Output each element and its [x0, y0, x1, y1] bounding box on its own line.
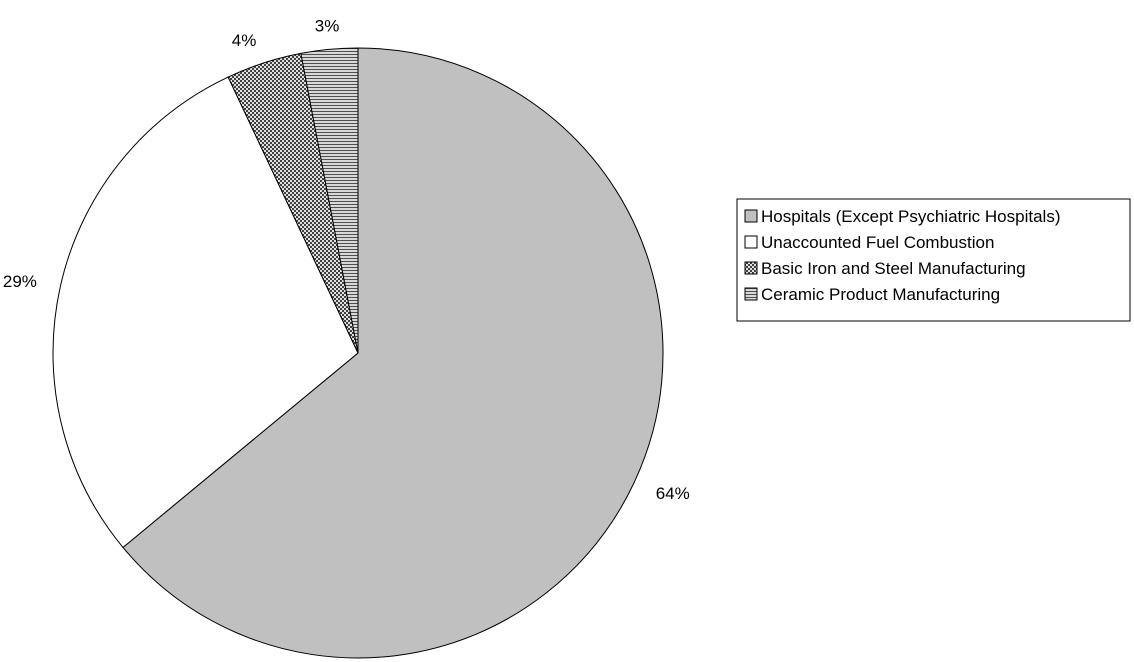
slice-label-ceramic-product-manufacturing: 3% — [315, 16, 340, 35]
pie-slice-unaccounted-fuel-combustion — [52, 76, 359, 549]
legend-swatch-basic-iron-and-steel-manufacturing — [744, 261, 758, 275]
legend-label-ceramic-product-manufacturing: Ceramic Product Manufacturing — [761, 285, 1000, 304]
legend-label-hospitals-except-psychiatric-hospitals: Hospitals (Except Psychiatric Hospitals) — [761, 207, 1060, 226]
pie-slice-ceramic-product-manufacturing — [300, 47, 359, 354]
legend-label-unaccounted-fuel-combustion: Unaccounted Fuel Combustion — [761, 233, 994, 252]
slice-label-basic-iron-and-steel-manufacturing: 4% — [232, 31, 257, 50]
pie-slices — [52, 47, 664, 659]
pie-slice-hospitals-except-psychiatric-hospitals — [122, 47, 664, 659]
legend-box — [736, 198, 1131, 322]
slice-label-unaccounted-fuel-combustion: 29% — [3, 272, 37, 291]
legend-label-basic-iron-and-steel-manufacturing: Basic Iron and Steel Manufacturing — [761, 259, 1026, 278]
slice-label-hospitals-except-psychiatric-hospitals: 64% — [656, 484, 690, 503]
legend-swatch-ceramic-product-manufacturing — [744, 287, 758, 301]
legend-swatch-unaccounted-fuel-combustion — [744, 235, 758, 249]
legend: Hospitals (Except Psychiatric Hospitals)… — [736, 198, 1131, 322]
legend-swatch-hospitals-except-psychiatric-hospitals — [744, 209, 758, 223]
pie-labels: 64% 29% 4% 3% — [3, 16, 690, 503]
